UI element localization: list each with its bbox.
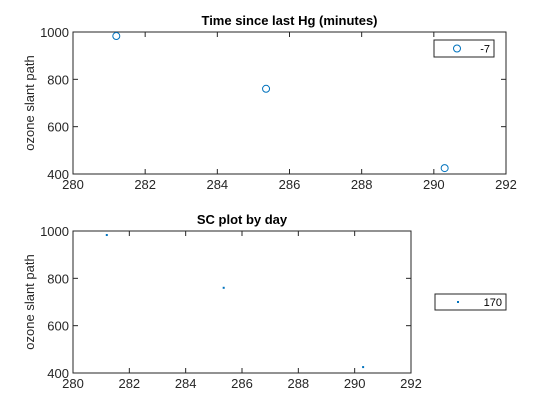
x-tick-label: 280 bbox=[62, 376, 84, 391]
data-point bbox=[262, 84, 271, 93]
x-tick-label: 282 bbox=[134, 177, 156, 192]
chart-title: SC plot by day bbox=[197, 212, 288, 227]
x-tick-label: 290 bbox=[423, 177, 445, 192]
data-point bbox=[362, 366, 365, 369]
y-tick-label: 600 bbox=[47, 120, 69, 135]
y-tick-label: 400 bbox=[47, 167, 69, 182]
legend-box bbox=[433, 39, 495, 58]
y-axis-label: ozone slant path bbox=[22, 254, 37, 349]
legend-box bbox=[434, 293, 507, 311]
x-tick-label: 284 bbox=[175, 376, 197, 391]
y-tick-label: 1000 bbox=[40, 25, 69, 40]
plot-box bbox=[72, 230, 412, 374]
legend-marker bbox=[457, 301, 459, 303]
x-tick-label: 288 bbox=[287, 376, 309, 391]
legend-label: 170 bbox=[484, 297, 502, 309]
data-point bbox=[222, 286, 225, 289]
y-tick-label: 800 bbox=[47, 72, 69, 87]
x-tick-label: 286 bbox=[279, 177, 301, 192]
y-tick-label: 1000 bbox=[40, 224, 69, 239]
bottom-plot: 280 282 284 286 288 290 292 400 600 800 1000 SC plo… bbox=[22, 212, 507, 391]
y-tick-label: 800 bbox=[47, 271, 69, 286]
data-point bbox=[440, 164, 449, 173]
x-tick-label: 284 bbox=[206, 177, 228, 192]
data-point bbox=[112, 32, 121, 41]
x-tick-label: 290 bbox=[344, 376, 366, 391]
legend-label: -7 bbox=[480, 44, 490, 56]
x-tick-label: 286 bbox=[231, 376, 253, 391]
x-tick-label: 282 bbox=[118, 376, 140, 391]
x-tick-label: 292 bbox=[495, 177, 517, 192]
data-point bbox=[105, 234, 108, 237]
y-tick-label: 400 bbox=[47, 366, 69, 381]
legend-marker bbox=[453, 44, 461, 53]
chart-title: Time since last Hg (minutes) bbox=[201, 13, 377, 28]
y-axis-label: ozone slant path bbox=[22, 55, 37, 150]
x-tick-label: 292 bbox=[400, 376, 422, 391]
top-plot: 280 282 284 286 288 290 292 400 600 800 1000 Time s… bbox=[22, 13, 517, 192]
x-tick-label: 280 bbox=[62, 177, 84, 192]
x-tick-label: 288 bbox=[351, 177, 373, 192]
y-tick-label: 600 bbox=[47, 319, 69, 334]
